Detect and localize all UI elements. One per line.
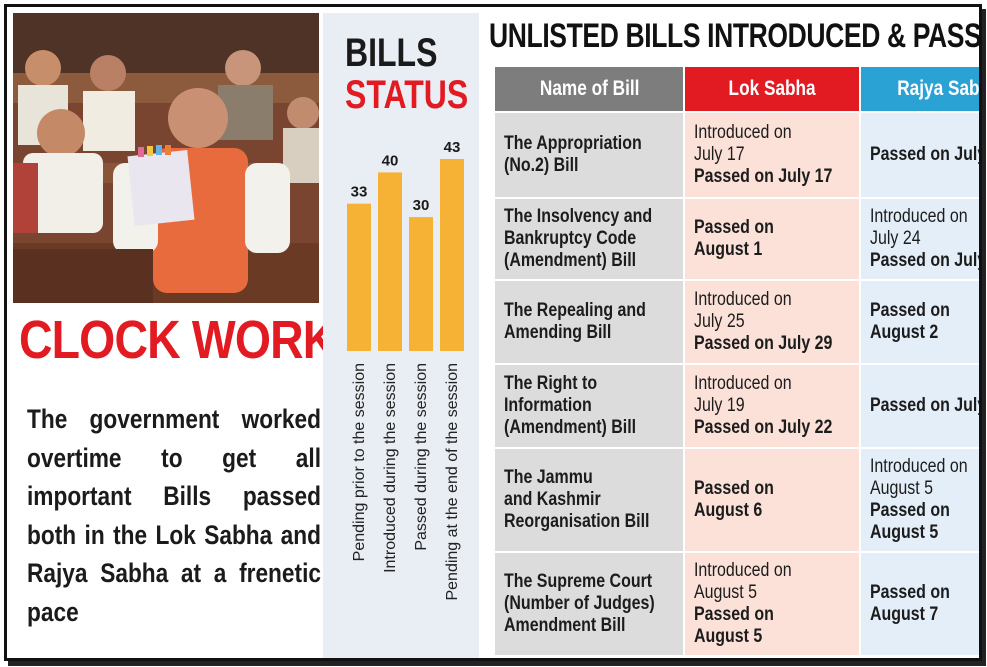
cell-text: The Jammu	[504, 467, 593, 488]
rajya-sabha-cell: Passed on July 23	[859, 111, 979, 199]
headline: CLOCK WORK	[19, 310, 336, 370]
cell-text: Introduced on	[694, 373, 793, 394]
cell-text: The Supreme Court	[504, 571, 653, 592]
cell-text: August 7	[870, 604, 939, 625]
lok-sabha-cell: Passed on August 1	[683, 197, 862, 281]
cell-text: July 25	[694, 311, 746, 332]
cell-text: Passed on July 22	[694, 417, 833, 438]
bar	[378, 172, 402, 351]
table-row: The Appropriation (No.2) Bill Introduced o…	[492, 111, 979, 199]
cell-text: July 17	[694, 144, 746, 165]
category-label: Passed during the session	[413, 363, 430, 551]
bills-status-panel: BILLS STATUS 33 Pending prior to the sess…	[323, 13, 479, 658]
cell-text: The Appropriation	[504, 133, 642, 154]
bar	[347, 203, 371, 351]
cell-text: Passed on	[694, 604, 775, 625]
rajya-sabha-cell: Passed on July 25	[859, 363, 979, 449]
bar-value-label: 40	[382, 152, 399, 169]
rajya-sabha-cell: Passed on August 7	[859, 551, 979, 657]
bar-value-label: 43	[444, 139, 461, 156]
table-row: The Jammu and Kashmir Reorganisation Bill P…	[492, 447, 979, 553]
infographic-frame: CLOCK WORK The government worked overtim…	[4, 4, 982, 661]
bills-status-chart: 33 Pending prior to the session 40 Introduc…	[347, 139, 464, 601]
bill-name-cell: The Appropriation (No.2) Bill	[492, 111, 686, 199]
cell-text: August 5	[694, 626, 763, 647]
cell-text: Passed on	[870, 582, 951, 603]
table-title: UNLISTED BILLS INTRODUCED & PASSED	[489, 17, 982, 55]
bills-table: Name of Bill Lok Sabha Rajya Sabha The A…	[492, 65, 979, 657]
table-header-row: Name of Bill Lok Sabha Rajya Sabha	[492, 65, 979, 113]
bill-name-cell: The Jammu and Kashmir Reorganisation Bill	[492, 447, 686, 553]
cell-text: (No.2) Bill	[504, 155, 579, 176]
lok-sabha-cell: Introduced on July 25 Passed on July 29	[683, 279, 862, 365]
cell-text: Introduced on	[870, 206, 968, 227]
chart-title-line2: STATUS	[345, 73, 469, 117]
header-name-of-bill: Name of Bill	[492, 65, 686, 113]
bill-name-cell: The Repealing and Amending Bill	[492, 279, 686, 365]
lok-sabha-cell: Introduced on July 17 Passed on July 17	[683, 111, 862, 199]
category-label: Introduced during the session	[382, 363, 399, 573]
header-lok-sabha: Lok Sabha	[683, 65, 862, 113]
cell-text: Passed on	[694, 478, 775, 499]
cell-text: August 1	[694, 239, 763, 260]
table-row: The Insolvency and Bankruptcy Code (Amendm…	[492, 197, 979, 281]
cell-text: Reorganisation Bill	[504, 511, 650, 532]
cell-text: Introduced on	[870, 456, 968, 477]
parliament-photo	[13, 13, 319, 303]
bar	[440, 159, 464, 351]
cell-text: Passed on	[870, 300, 951, 321]
bar-value-label: 30	[413, 197, 430, 214]
cell-text: (Number of Judges)	[504, 593, 655, 614]
cell-text: (Amendment) Bill	[504, 417, 637, 438]
cell-text: Introduced on	[694, 289, 793, 310]
cell-text: The Right to	[504, 373, 598, 394]
bar-value-label: 33	[351, 184, 368, 201]
cell-text: Passed on July 17	[694, 166, 833, 187]
blurb-text: The government worked overtime to get al…	[27, 404, 321, 627]
cell-text: and Kashmir	[504, 489, 601, 510]
table-row: The Right to Information (Amendment) Bill I…	[492, 363, 979, 449]
cell-text: Introduced on	[694, 560, 793, 581]
cell-text: August 6	[694, 500, 763, 521]
bar	[409, 217, 433, 351]
category-label: Pending at the end of the session	[444, 363, 461, 601]
chart-title-line1: BILLS	[345, 31, 438, 75]
lok-sabha-cell: Introduced on July 19 Passed on July 22	[683, 363, 862, 449]
cell-text: Passed on July 25	[870, 395, 979, 416]
cell-text: July 24	[870, 228, 921, 249]
bill-name-cell: The Insolvency and Bankruptcy Code (Amendm…	[492, 197, 686, 281]
cell-text: Passed on July 29	[870, 250, 979, 271]
cell-text: July 19	[694, 395, 746, 416]
rajya-sabha-cell: Passed on August 2	[859, 279, 979, 365]
rajya-sabha-cell: Introduced on August 5 Passed on August 5	[859, 447, 979, 553]
cell-text: Passed on	[870, 500, 951, 521]
cell-text: August 2	[870, 322, 939, 343]
cell-text: Passed on July 29	[694, 333, 833, 354]
cell-text: August 5	[870, 478, 934, 499]
cell-text: Amending Bill	[504, 322, 612, 343]
cell-text: Amendment Bill	[504, 615, 626, 636]
header-rajya-sabha: Rajya Sabha	[859, 65, 979, 113]
table-row: The Repealing and Amending Bill Introduced…	[492, 279, 979, 365]
cell-text: The Insolvency and	[504, 206, 653, 227]
cell-text: The Repealing and	[504, 300, 646, 321]
category-label: Pending prior to the session	[351, 363, 368, 561]
cell-text: Information	[504, 395, 592, 416]
cell-text: Passed on	[694, 217, 775, 238]
lok-sabha-cell: Passed on August 6	[683, 447, 862, 553]
cell-text: Bankruptcy Code	[504, 228, 637, 249]
cell-text: (Amendment) Bill	[504, 250, 637, 271]
lok-sabha-cell: Introduced on August 5 Passed on August 5	[683, 551, 862, 657]
cell-text: Passed on July 23	[870, 144, 979, 165]
cell-text: August 5	[870, 522, 939, 543]
cell-text: August 5	[694, 582, 758, 603]
bill-name-cell: The Supreme Court (Number of Judges) Amend…	[492, 551, 686, 657]
bill-name-cell: The Right to Information (Amendment) Bill	[492, 363, 686, 449]
table-row: The Supreme Court (Number of Judges) Amend…	[492, 551, 979, 657]
cell-text: Introduced on	[694, 122, 793, 143]
